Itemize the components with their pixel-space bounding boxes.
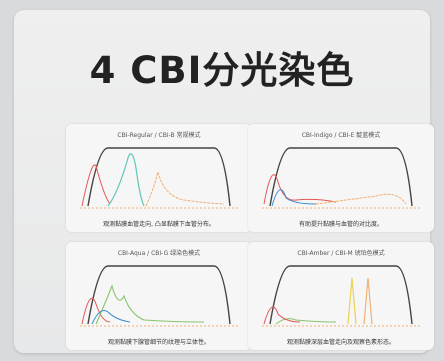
panel-title: CBI-Aqua / CBI-G 绿染色模式 (117, 250, 201, 257)
panel-caption: 观测黏膜血管走向, 凸显黏膜下血管分布。 (103, 221, 215, 228)
page-title: 4 CBI分光染色 (89, 49, 355, 92)
curve-black (269, 147, 413, 207)
panel-title: CBI-Regular / CBI-B 常规模式 (117, 132, 201, 139)
curve-orange (315, 193, 407, 205)
curve-yellow (347, 277, 357, 325)
panel-title: CBI-Amber / CBI-M 琥珀色模式 (297, 250, 385, 257)
curve-orange (363, 277, 373, 325)
curve-blue (271, 189, 317, 207)
mode-panel-amber: CBI-Amber / CBI-M 琥珀色模式 观测黏膜深层血管走向及观察色素形… (248, 242, 434, 350)
curve-red (263, 306, 301, 325)
curve-red (81, 164, 111, 207)
spectrum-graph (262, 265, 420, 327)
curve-green (275, 318, 337, 325)
spectrum-graph (262, 147, 420, 209)
content-card: 4 CBI分光染色 CBI-Regular / CBI-B 常规模式 观测黏膜血… (14, 10, 434, 353)
curve-black (87, 265, 231, 325)
panel-title: CBI-Indigo / CBI-E 靛蓝模式 (301, 132, 381, 139)
curve-green (95, 284, 205, 325)
curve-red (81, 297, 111, 325)
curve-black (87, 147, 231, 207)
spectrum-graph (80, 147, 238, 209)
curve-teal (107, 153, 145, 207)
curve-blue (91, 310, 131, 325)
curve-black (269, 265, 413, 325)
mode-panel-regular: CBI-Regular / CBI-B 常规模式 观测黏膜血管走向, 凸显黏膜下… (66, 124, 252, 232)
panel-caption: 观测黏膜深层血管走向及观察色素形态。 (286, 339, 395, 346)
mode-panel-indigo: CBI-Indigo / CBI-E 靛蓝模式 有助提升黏膜与血管的对比度。 (248, 124, 434, 232)
panel-caption: 有助提升黏膜与血管的对比度。 (298, 221, 383, 228)
curve-orange (145, 171, 225, 207)
panel-caption: 观测黏膜下腺管细节的纹理与立体性。 (107, 339, 210, 346)
mode-panel-aqua: CBI-Aqua / CBI-G 绿染色模式 观测黏膜下腺管细节的纹理与立体性。 (66, 242, 252, 350)
spectrum-graph (80, 265, 238, 327)
